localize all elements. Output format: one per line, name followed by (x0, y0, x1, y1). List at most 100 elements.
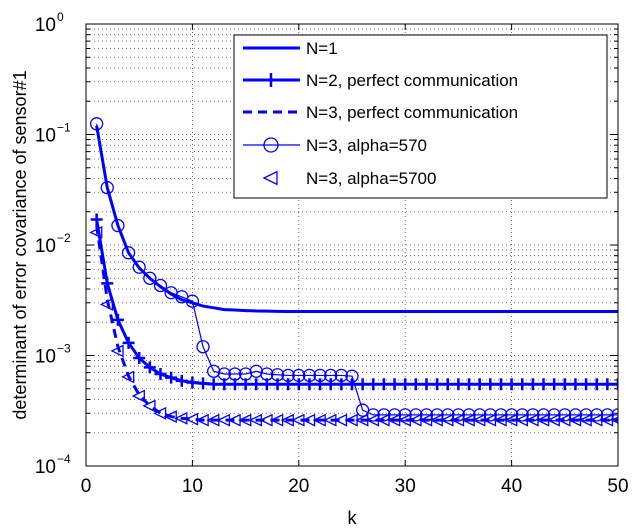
plus-marker (526, 378, 539, 391)
plus-marker (441, 378, 454, 391)
plus-marker (133, 351, 146, 364)
plus-marker (111, 313, 124, 326)
plus-marker (143, 361, 156, 374)
plus-marker (165, 371, 178, 384)
series (89, 225, 618, 427)
y-tick-exponent: −2 (57, 231, 71, 245)
circle-marker (324, 368, 338, 383)
plus-marker (558, 378, 571, 391)
triangle-marker (163, 410, 177, 424)
circle-marker (292, 368, 306, 383)
plus-marker (346, 378, 358, 391)
series (95, 125, 618, 314)
circle-marker (313, 368, 327, 383)
x-tick-label: 50 (607, 476, 628, 497)
plus-marker (356, 378, 369, 391)
triangle-marker (110, 344, 124, 358)
plus-marker (388, 378, 401, 391)
circle-marker (143, 271, 157, 285)
legend-entry: N=3, perfect communication (243, 103, 518, 122)
plus-marker (175, 374, 188, 387)
triangle-marker (99, 297, 114, 311)
plus-marker (314, 378, 327, 391)
triangle-marker (131, 389, 145, 403)
plus-marker (580, 378, 593, 391)
legend-entry: N=1 (243, 39, 338, 58)
y-tick-label: 10 (35, 236, 56, 257)
y-tick-exponent: −1 (57, 121, 71, 135)
plus-marker (367, 378, 380, 391)
series (90, 213, 618, 391)
y-tick-label: 10 (35, 15, 56, 36)
legend-entry: N=3, alpha=570 (243, 136, 427, 155)
plus-marker (452, 378, 465, 391)
plus-marker (431, 378, 444, 391)
x-axis-label: k (348, 508, 358, 528)
legend-label: N=2, perfect communication (306, 71, 518, 90)
series-line (96, 123, 618, 416)
x-tick-label: 30 (395, 476, 416, 497)
triangle-marker (152, 406, 167, 420)
series-line (95, 125, 618, 314)
plus-marker (569, 378, 582, 391)
x-tick-label: 0 (81, 476, 92, 497)
circle-marker (185, 294, 200, 308)
y-tick-label: 10 (35, 126, 56, 147)
plus-marker (420, 378, 433, 391)
circle-marker (132, 260, 146, 274)
circle-marker (196, 340, 210, 354)
circle-marker (89, 117, 104, 131)
series (89, 117, 618, 422)
triangle-marker (142, 399, 156, 413)
circle-marker (281, 368, 295, 383)
y-tick-exponent: −3 (57, 342, 71, 356)
y-tick-label: 10 (35, 347, 56, 368)
y-tick-label: 10 (35, 457, 56, 478)
plus-marker (186, 376, 199, 389)
x-tick-label: 40 (501, 476, 522, 497)
legend-box (233, 34, 608, 199)
circle-marker (263, 137, 279, 153)
circle-marker (100, 181, 114, 195)
circle-marker (334, 368, 349, 383)
plus-marker (335, 378, 348, 391)
plus-marker (612, 378, 618, 391)
plus-marker (207, 378, 220, 391)
plus-marker (537, 378, 550, 391)
plus-marker (324, 378, 337, 391)
circle-marker (302, 368, 317, 383)
circle-marker (111, 218, 125, 233)
plus-marker (303, 378, 316, 391)
triangle-marker (262, 170, 278, 186)
legend-label: N=3, alpha=5700 (306, 169, 436, 188)
plus-marker (494, 378, 507, 391)
y-tick-exponent: 0 (57, 10, 64, 24)
series-layer (89, 117, 618, 427)
plus-marker (484, 378, 497, 391)
plus-marker (516, 378, 529, 391)
plus-marker (463, 378, 476, 391)
plus-marker (601, 378, 614, 391)
circle-marker (228, 367, 242, 381)
plus-marker (548, 378, 561, 391)
plus-marker (264, 73, 278, 87)
plus-marker (197, 377, 210, 390)
triangle-marker (121, 370, 135, 384)
plus-marker (473, 378, 486, 391)
plus-marker (282, 378, 295, 391)
circle-marker (121, 246, 136, 260)
circle-marker (345, 369, 359, 383)
legend-label: N=1 (306, 39, 338, 58)
x-tick-label: 10 (182, 476, 203, 497)
triangle-marker (89, 225, 103, 239)
y-axis-label: determinant of error covariance of senso… (10, 70, 30, 419)
legend: N=1 N=2, perfect communication N=3, perfec… (233, 34, 608, 199)
circle-marker (153, 278, 168, 293)
circle-marker (217, 367, 231, 381)
plus-marker (90, 213, 103, 226)
legend-entry: N=2, perfect communication (243, 71, 518, 90)
legend-label: N=3, perfect communication (306, 103, 518, 122)
plus-marker (399, 378, 412, 391)
